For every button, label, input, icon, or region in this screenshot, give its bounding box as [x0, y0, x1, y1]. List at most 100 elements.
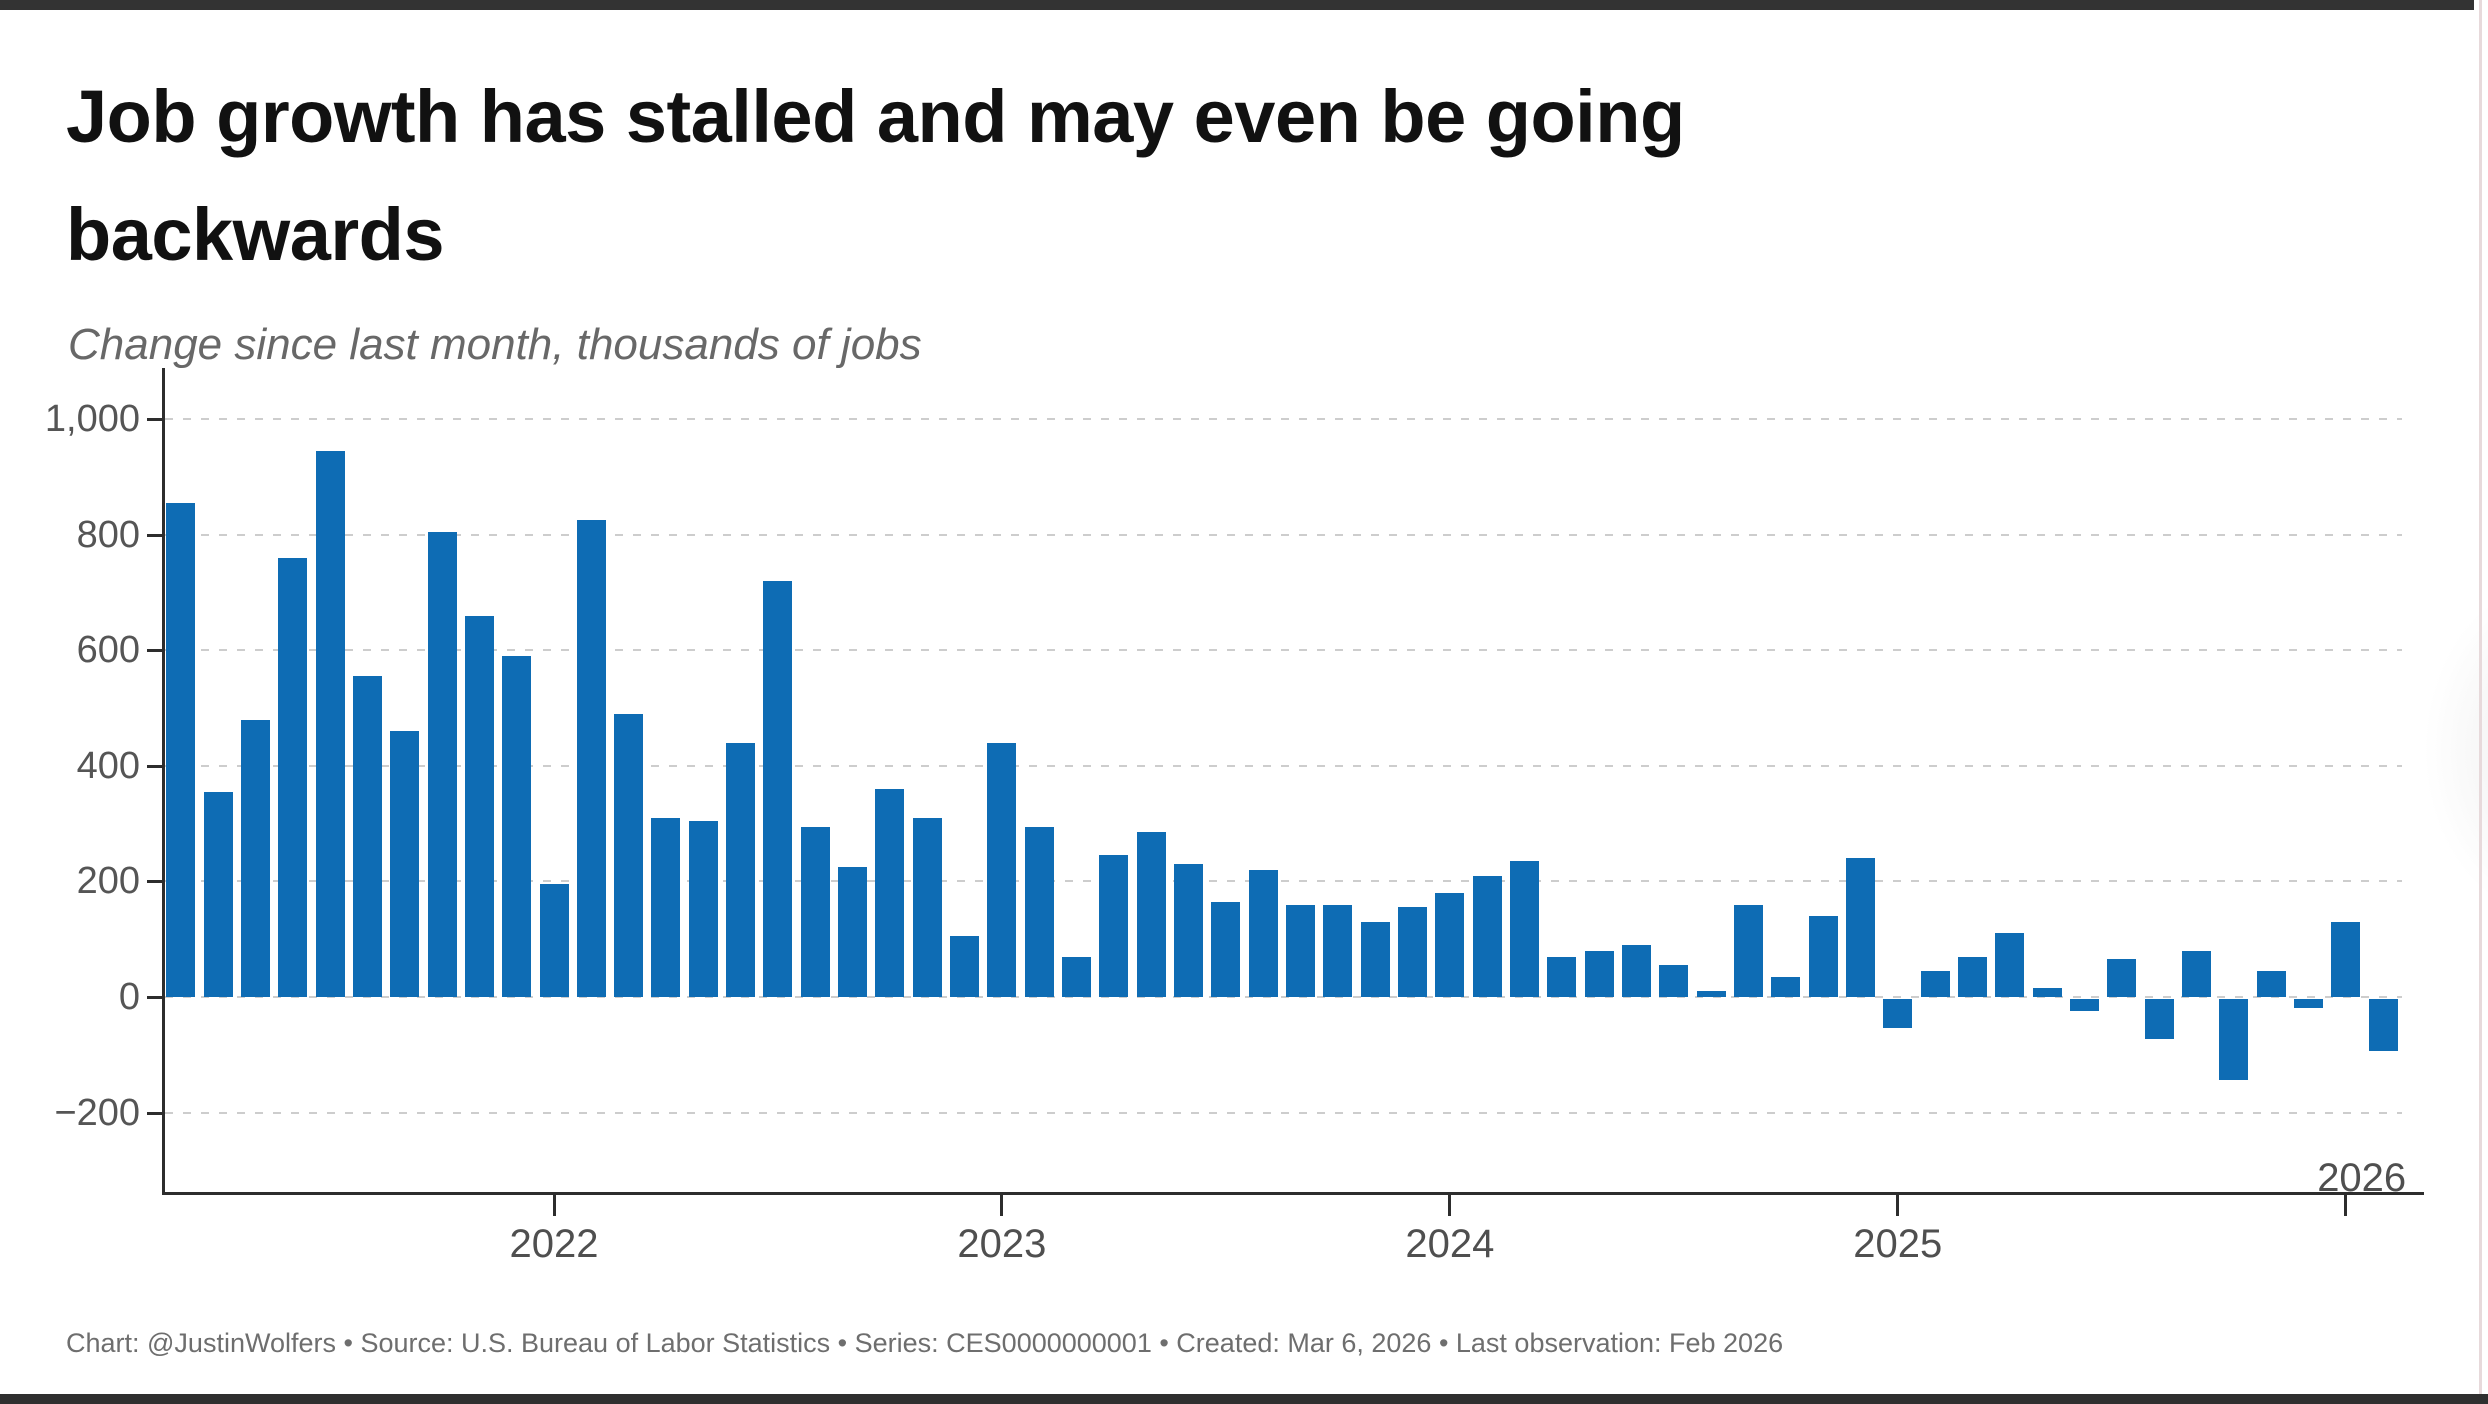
chart-title: Job growth has stalled and may even be g…: [66, 58, 2066, 294]
bar-oct-2021[interactable]: [427, 531, 457, 997]
chart-footer-byline: Chart: @JustinWolfers • Source: U.S. Bur…: [66, 1328, 1784, 1358]
gridline--200: [165, 1111, 2402, 1114]
bar-apr-2025[interactable]: [1995, 933, 2025, 997]
x-axis-tick-2022: [552, 1192, 556, 1216]
bar-feb-2026[interactable]: [2368, 999, 2398, 1051]
bar-aug-2024[interactable]: [1696, 991, 1726, 997]
bar-oct-2022[interactable]: [875, 789, 905, 997]
chart-subtitle: Change since last month, thousands of jo…: [68, 320, 922, 369]
bar-jan-2024[interactable]: [1435, 893, 1465, 997]
bar-may-2024[interactable]: [1584, 950, 1614, 997]
bar-nov-2022[interactable]: [912, 817, 942, 997]
bar-sep-2025[interactable]: [2181, 950, 2211, 997]
y-axis-label: 0: [118, 976, 140, 1018]
chart-title-line-1: Job growth has stalled and may even be g…: [66, 75, 1685, 158]
bar-jul-2023[interactable]: [1211, 901, 1241, 997]
x-axis-tick-2024: [1448, 1192, 1452, 1216]
bar-nov-2021[interactable]: [464, 615, 494, 997]
chart-title-line-2: backwards: [66, 193, 445, 276]
bar-dec-2023[interactable]: [1398, 907, 1428, 997]
y-axis-label: 1,000: [44, 398, 140, 441]
gridline-600: [165, 649, 2402, 652]
bar-aug-2025[interactable]: [2144, 999, 2174, 1040]
bar-feb-2025[interactable]: [1920, 971, 1950, 997]
x-axis-tick-2026: [2344, 1192, 2348, 1216]
bottom-window-strip: [0, 1394, 2488, 1404]
bar-may-2021[interactable]: [240, 719, 270, 997]
y-axis-label: 600: [76, 629, 140, 672]
bar-jun-2022[interactable]: [726, 742, 756, 997]
bar-mar-2022[interactable]: [614, 713, 644, 997]
x-axis-tick-2023: [1000, 1192, 1004, 1216]
bar-nov-2023[interactable]: [1360, 921, 1390, 997]
bar-oct-2025[interactable]: [2219, 999, 2249, 1080]
bar-apr-2021[interactable]: [203, 791, 233, 997]
x-axis-label-2023: 2023: [957, 1222, 1047, 1266]
bar-sep-2021[interactable]: [390, 731, 420, 997]
bar-jan-2022[interactable]: [539, 884, 569, 997]
bar-jun-2023[interactable]: [1174, 864, 1204, 997]
top-window-strip: [0, 0, 2474, 10]
bar-jul-2021[interactable]: [315, 451, 345, 997]
y-axis-tick: [147, 1111, 162, 1115]
bar-dec-2021[interactable]: [502, 656, 532, 997]
bar-jun-2021[interactable]: [278, 557, 308, 997]
bar-sep-2024[interactable]: [1733, 904, 1763, 997]
bar-feb-2024[interactable]: [1472, 875, 1502, 997]
bar-mar-2021[interactable]: [166, 503, 196, 997]
y-axis-label: 800: [76, 513, 140, 556]
y-axis-label: 200: [76, 860, 140, 903]
bar-aug-2023[interactable]: [1248, 869, 1278, 997]
y-axis-tick: [147, 649, 162, 653]
bar-jan-2023[interactable]: [987, 742, 1017, 997]
bar-jun-2024[interactable]: [1621, 945, 1651, 997]
y-axis-label: −200: [54, 1091, 140, 1134]
gridline-800: [165, 533, 2402, 536]
y-axis-label: 400: [76, 744, 140, 787]
bar-jan-2026[interactable]: [2331, 921, 2361, 997]
bar-mar-2024[interactable]: [1510, 861, 1539, 997]
gridline-0: [165, 996, 2402, 998]
bar-jul-2025[interactable]: [2107, 959, 2137, 997]
bar-aug-2022[interactable]: [800, 826, 830, 997]
bar-sep-2022[interactable]: [838, 867, 868, 997]
bar-may-2022[interactable]: [688, 820, 718, 997]
y-axis-tick: [147, 533, 162, 537]
bar-may-2023[interactable]: [1136, 832, 1166, 997]
bar-jul-2022[interactable]: [763, 581, 793, 997]
y-axis-line: [162, 368, 165, 1195]
gridline-400: [165, 764, 2402, 767]
bar-sep-2023[interactable]: [1286, 904, 1316, 997]
bar-aug-2021[interactable]: [352, 676, 382, 997]
y-axis-tick: [147, 996, 162, 999]
bar-dec-2025[interactable]: [2293, 999, 2323, 1008]
bar-nov-2024[interactable]: [1808, 916, 1838, 997]
bar-jul-2024[interactable]: [1659, 965, 1689, 997]
bar-mar-2025[interactable]: [1957, 956, 1987, 997]
y-axis-tick: [147, 418, 162, 422]
y-axis-tick: [147, 764, 162, 768]
x-axis-label-2024: 2024: [1405, 1222, 1495, 1266]
bar-dec-2024[interactable]: [1845, 858, 1875, 997]
bar-oct-2024[interactable]: [1771, 976, 1801, 997]
bar-jun-2025[interactable]: [2069, 999, 2099, 1011]
bar-oct-2023[interactable]: [1323, 904, 1353, 997]
bar-mar-2023[interactable]: [1062, 956, 1092, 997]
bar-nov-2025[interactable]: [2256, 971, 2286, 997]
y-axis-tick: [147, 880, 162, 884]
x-axis-label-2022: 2022: [509, 1222, 599, 1266]
x-axis-line: [162, 1192, 2424, 1195]
bar-apr-2023[interactable]: [1099, 855, 1129, 997]
x-axis-label-2025: 2025: [1853, 1222, 1943, 1266]
x-axis-tick-2025: [1896, 1192, 1900, 1216]
bar-feb-2022[interactable]: [576, 520, 606, 997]
bar-dec-2022[interactable]: [950, 936, 980, 997]
gridline-1000: [165, 418, 2402, 421]
bar-may-2025[interactable]: [2032, 988, 2062, 997]
bar-apr-2024[interactable]: [1547, 956, 1577, 997]
gridline-200: [165, 880, 2402, 883]
right-edge-line: [2479, 0, 2482, 1404]
bar-jan-2025[interactable]: [1883, 999, 1913, 1028]
bar-apr-2022[interactable]: [651, 817, 681, 997]
bar-feb-2023[interactable]: [1024, 826, 1054, 997]
